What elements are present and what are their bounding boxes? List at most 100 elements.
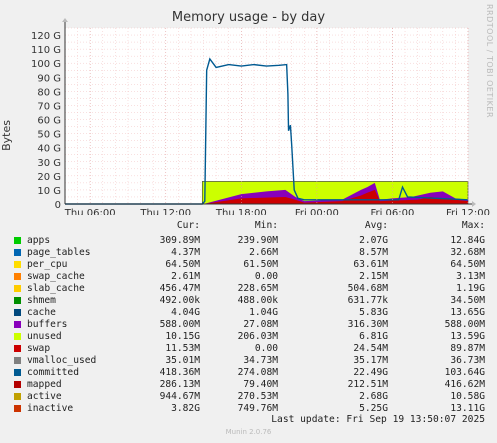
legend-value-avg: 8.57M: [359, 247, 388, 258]
y-tick-label: 10 G: [37, 186, 61, 197]
legend-name: shmem: [27, 295, 56, 306]
legend-swatch: [14, 333, 21, 340]
legend-column-header: Min:: [254, 220, 278, 231]
legend-name: slab_cache: [27, 283, 85, 294]
legend-value-max: 64.50M: [450, 259, 485, 270]
legend-value-min: 0.00: [254, 343, 278, 354]
legend-value-max: 1.19G: [456, 283, 485, 294]
legend-name: unused: [27, 331, 62, 342]
legend-value-avg: 5.83G: [359, 307, 388, 318]
legend-name: apps: [27, 235, 51, 246]
legend-value-min: 61.50M: [243, 259, 278, 270]
legend-row-apps: apps 309.89M 239.90M 2.07G 12.84G: [0, 235, 497, 247]
legend-row-slab_cache: slab_cache 456.47M 228.65M 504.68M 1.19G: [0, 283, 497, 295]
legend-value-min: 2.66M: [249, 247, 278, 258]
legend-row-unused: unused 10.15G 206.03M 6.81G 13.59G: [0, 331, 497, 343]
chart-title: Memory usage - by day: [171, 10, 326, 25]
legend-value-avg: 22.49G: [353, 367, 388, 378]
legend-value-cur: 35.01M: [165, 355, 200, 366]
legend-value-max: 12.84G: [450, 235, 485, 246]
legend-row-active: active 944.67M 270.53M 2.68G 10.58G: [0, 391, 497, 403]
legend-value-cur: 418.36M: [159, 367, 200, 378]
y-tick-label: 110 G: [31, 45, 61, 56]
legend-swatch: [14, 369, 21, 376]
legend-swatch: [14, 393, 21, 400]
legend-swatch: [14, 321, 21, 328]
legend-value-max: 13.11G: [450, 403, 485, 414]
legend-name: cache: [27, 307, 56, 318]
legend-name: active: [27, 391, 62, 402]
x-tick-label: Thu 18:00: [215, 208, 267, 215]
legend-value-avg: 631.77k: [347, 295, 388, 306]
legend-value-min: 228.65M: [237, 283, 278, 294]
legend-swatch: [14, 309, 21, 316]
legend-value-min: 749.76M: [237, 403, 278, 414]
y-tick-label: 30 G: [37, 158, 61, 169]
legend-value-max: 34.50M: [450, 295, 485, 306]
legend-row-swap: swap 11.53M 0.00 24.54M 89.87M: [0, 343, 497, 355]
legend-value-max: 3.13M: [456, 271, 485, 282]
legend-name: swap_cache: [27, 271, 85, 282]
legend-swatch: [14, 381, 21, 388]
legend-row-per_cpu: per_cpu 64.50M 61.50M 63.61M 64.50M: [0, 259, 497, 271]
legend-name: per_cpu: [27, 259, 68, 270]
legend-value-min: 0.00: [254, 271, 278, 282]
legend-name: vmalloc_used: [27, 355, 97, 366]
legend-row-buffers: buffers 588.00M 27.08M 316.30M 588.00M: [0, 319, 497, 331]
x-axis-arrow: [472, 201, 476, 207]
legend-name: inactive: [27, 403, 74, 414]
legend-value-max: 32.68M: [450, 247, 485, 258]
x-tick-label: Fri 06:00: [370, 208, 414, 215]
legend-name: buffers: [27, 319, 68, 330]
legend-value-avg: 63.61M: [353, 259, 388, 270]
legend-value-avg: 24.54M: [353, 343, 388, 354]
y-tick-label: 120 G: [31, 31, 61, 42]
legend-swatch: [14, 405, 21, 412]
legend-value-min: 206.03M: [237, 331, 278, 342]
legend-value-max: 13.65G: [450, 307, 485, 318]
legend-value-min: 239.90M: [237, 235, 278, 246]
legend-value-min: 270.53M: [237, 391, 278, 402]
legend-value-avg: 5.25G: [359, 403, 388, 414]
legend-value-cur: 309.89M: [159, 235, 200, 246]
legend-value-avg: 316.30M: [347, 319, 388, 330]
legend-value-max: 10.58G: [450, 391, 485, 402]
legend-value-avg: 35.17M: [353, 355, 388, 366]
legend-value-cur: 4.04G: [171, 307, 200, 318]
legend-value-cur: 492.00k: [159, 295, 200, 306]
legend-value-min: 34.73M: [243, 355, 278, 366]
y-tick-label: 90 G: [37, 73, 61, 84]
legend-value-min: 79.40M: [243, 379, 278, 390]
legend-value-avg: 2.68G: [359, 391, 388, 402]
legend-value-max: 36.73M: [450, 355, 485, 366]
legend-name: page_tables: [27, 247, 91, 258]
y-tick-label: 0: [55, 200, 61, 211]
legend-value-cur: 64.50M: [165, 259, 200, 270]
x-tick-label: Thu 06:00: [64, 208, 116, 215]
legend-value-max: 13.59G: [450, 331, 485, 342]
legend-name: swap: [27, 343, 51, 354]
y-tick-label: 100 G: [31, 59, 61, 70]
legend-row-swap_cache: swap_cache 2.61M 0.00 2.15M 3.13M: [0, 271, 497, 283]
munin-version: Munin 2.0.76: [225, 428, 272, 436]
legend-value-max: 416.62M: [444, 379, 485, 390]
x-tick-label: Thu 12:00: [139, 208, 191, 215]
legend-value-max: 103.64G: [444, 367, 485, 378]
y-tick-label: 50 G: [37, 130, 61, 141]
x-tick-label: Fri 00:00: [295, 208, 339, 215]
legend-value-cur: 456.47M: [159, 283, 200, 294]
legend-swatch: [14, 357, 21, 364]
memory-chart: 0 10 G 20 G 30 G 40 G 50 G 60 G 70 G 80 G 90 G 100…: [31, 18, 490, 215]
legend-header: Cur: Min: Avg: Max:: [0, 220, 497, 232]
legend-row-vmalloc_used: vmalloc_used 35.01M 34.73M 35.17M 36.73M: [0, 355, 497, 367]
legend-row-mapped: mapped 286.13M 79.40M 212.51M 416.62M: [0, 379, 497, 391]
y-tick-label: 20 G: [37, 172, 61, 183]
legend-value-cur: 3.82G: [171, 403, 200, 414]
legend-value-cur: 944.67M: [159, 391, 200, 402]
series-inactive: [65, 189, 468, 204]
legend-swatch: [14, 249, 21, 256]
legend-value-min: 1.04G: [249, 307, 278, 318]
legend-swatch: [14, 297, 21, 304]
legend-value-cur: 588.00M: [159, 319, 200, 330]
legend-name: mapped: [27, 379, 62, 390]
